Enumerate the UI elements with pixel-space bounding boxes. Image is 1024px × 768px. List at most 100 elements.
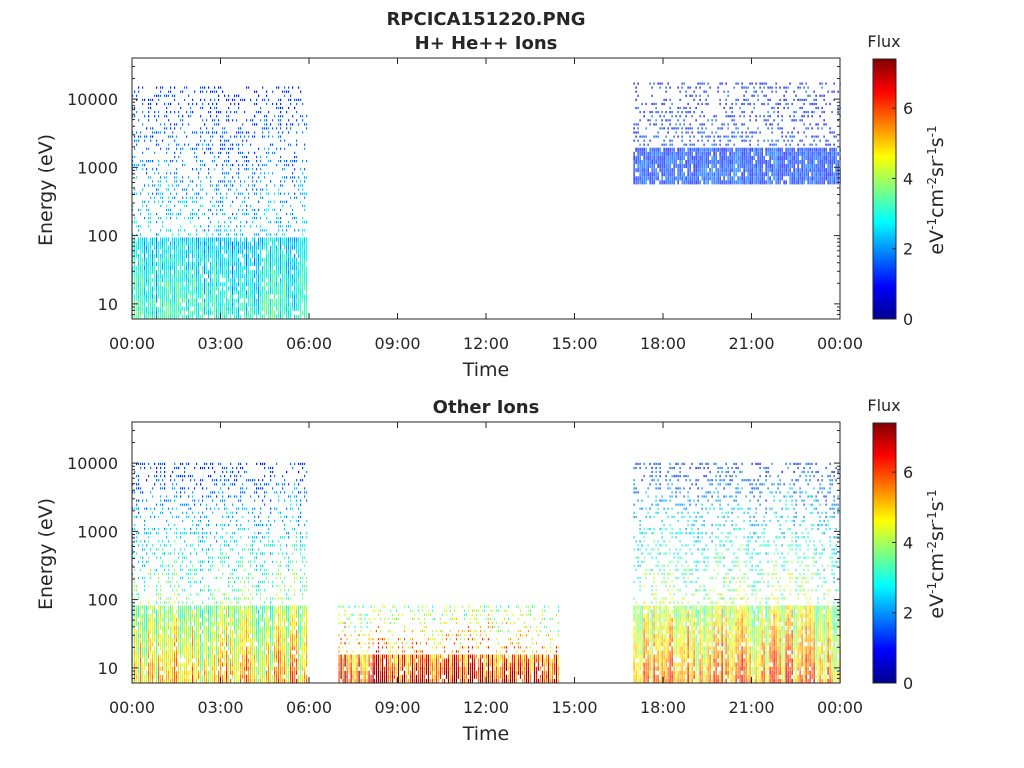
heatmap-cell [184, 613, 186, 618]
heatmap-cell [192, 237, 194, 242]
heatmap-cell [302, 184, 304, 187]
heatmap-cell [260, 282, 262, 287]
heatmap-cell [168, 200, 170, 203]
heatmap-cell [234, 302, 236, 307]
heatmap-cell [152, 278, 154, 283]
heatmap-cell [254, 233, 256, 236]
heatmap-cell [735, 147, 737, 152]
heatmap-cell [138, 642, 140, 647]
heatmap-cell [138, 119, 140, 122]
heatmap-cell [152, 261, 154, 266]
heatmap-cell [699, 115, 701, 118]
heatmap-cell [212, 261, 214, 266]
heatmap-cell [138, 314, 140, 319]
heatmap-cell [166, 229, 168, 232]
heatmap-cell [835, 176, 837, 181]
heatmap-cell [250, 294, 252, 299]
heatmap-cell [717, 147, 719, 152]
heatmap-cell [799, 160, 801, 165]
heatmap-cell [741, 180, 743, 185]
heatmap-cell [697, 127, 699, 130]
heatmap-cell [298, 241, 300, 246]
heatmap-cell [278, 123, 280, 126]
heatmap-cell [184, 294, 186, 299]
heatmap-cell [653, 82, 655, 85]
heatmap-cell [262, 135, 264, 138]
heatmap-cell [274, 298, 276, 303]
heatmap-cell [136, 532, 138, 535]
heatmap-cell [785, 180, 787, 185]
heatmap-cell [132, 670, 134, 675]
heatmap-cell [743, 123, 745, 126]
heatmap-cell [142, 634, 144, 639]
heatmap-cell [184, 556, 186, 559]
heatmap-cell [138, 164, 140, 167]
heatmap-cell [140, 674, 142, 679]
heatmap-cell [290, 160, 292, 163]
heatmap-cell [266, 310, 268, 315]
heatmap-cell [711, 172, 713, 177]
heatmap-cell [164, 294, 166, 299]
heatmap-cell [793, 155, 795, 160]
heatmap-cell [681, 135, 683, 138]
heatmap-cell [661, 111, 663, 114]
heatmap-cell [162, 221, 164, 224]
heatmap-cell [723, 106, 725, 110]
heatmap-cell [292, 302, 294, 307]
heatmap-cell [172, 609, 174, 614]
heatmap-cell [755, 176, 757, 181]
heatmap-cell [148, 241, 150, 246]
heatmap-cell [270, 290, 272, 295]
heatmap-cell [212, 90, 214, 93]
heatmap-cell [162, 662, 164, 667]
heatmap-cell [216, 245, 218, 250]
heatmap-cell [156, 188, 158, 191]
heatmap-cell [669, 151, 671, 156]
heatmap-cell [154, 670, 156, 675]
heatmap-cell [136, 609, 138, 614]
heatmap-cell [723, 160, 725, 165]
heatmap-cell [835, 164, 837, 169]
heatmap-cell [661, 160, 663, 165]
heatmap-cell [649, 176, 651, 181]
heatmap-cell [240, 225, 242, 228]
heatmap-cell [254, 208, 256, 212]
heatmap-cell [304, 282, 306, 287]
heatmap-cell [168, 253, 170, 258]
heatmap-cell [805, 135, 807, 138]
heatmap-cell [142, 188, 144, 191]
heatmap-cell [146, 282, 148, 287]
heatmap-cell [653, 180, 655, 185]
heatmap-cell [695, 119, 697, 122]
heatmap-cell [777, 168, 779, 173]
heatmap-cell [150, 572, 152, 576]
heatmap-cell [633, 127, 635, 130]
heatmap-cell [210, 147, 212, 150]
heatmap-cell [244, 314, 246, 319]
heatmap-cell [296, 261, 298, 266]
heatmap-cell [176, 278, 178, 283]
heatmap-cell [831, 155, 833, 160]
heatmap-cell [212, 184, 214, 187]
heatmap-cell [142, 151, 144, 154]
heatmap-cell [164, 528, 166, 531]
heatmap-cell [815, 180, 817, 185]
heatmap-cell [791, 164, 793, 169]
heatmap-cell [274, 257, 276, 262]
heatmap-cell [755, 172, 757, 177]
heatmap-cell [160, 282, 162, 287]
heatmap-cell [719, 82, 721, 85]
heatmap-cell [222, 90, 224, 93]
heatmap-cell [753, 131, 755, 134]
heatmap-cell [719, 176, 721, 181]
heatmap-cell [292, 86, 294, 89]
heatmap-cell [132, 208, 134, 212]
heatmap-cell [158, 266, 160, 271]
heatmap-cell [150, 658, 152, 663]
heatmap-cell [719, 168, 721, 173]
heatmap-cell [769, 98, 771, 101]
heatmap-cell [180, 646, 182, 651]
heatmap-cell [729, 106, 731, 110]
heatmap-cell [823, 111, 825, 114]
heatmap-cell [284, 306, 286, 311]
